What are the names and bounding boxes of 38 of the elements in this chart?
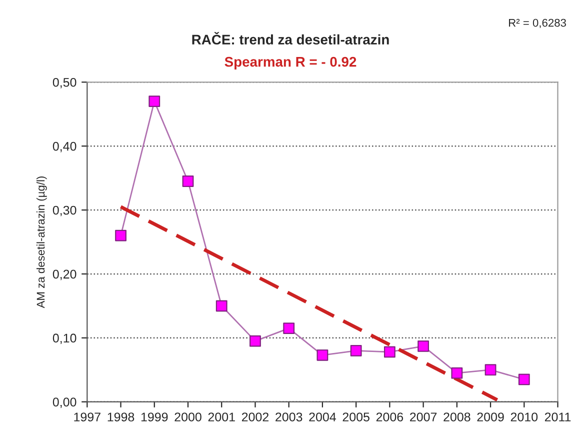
- x-tick-label: 1998: [108, 412, 134, 422]
- point: [250, 335, 261, 347]
- x-tick-label: 2004: [309, 412, 336, 422]
- x-tick-label: 2002: [242, 412, 269, 422]
- x-tick-label: 2009: [477, 412, 504, 422]
- x-tick-label: 2001: [208, 412, 235, 422]
- point: [484, 364, 496, 376]
- point: [283, 322, 295, 334]
- point: [316, 349, 328, 361]
- y-tick-label: 0,40: [52, 142, 76, 152]
- x-tick-label: 2000: [174, 412, 202, 422]
- point: [418, 340, 430, 352]
- text: R² = 0,6283: [509, 18, 566, 28]
- x-tick-label: 1997: [74, 412, 100, 422]
- point: [451, 367, 463, 379]
- x-tick-label: 2010: [510, 412, 538, 422]
- y-tick-label: 0,00: [52, 398, 76, 408]
- y-tick-label: 0,30: [52, 206, 76, 216]
- point: [518, 374, 530, 386]
- y-tick-label: 0,10: [52, 334, 76, 344]
- point: [115, 230, 126, 242]
- x-tick-label: 2007: [410, 412, 437, 422]
- point: [148, 96, 160, 108]
- y-axis-title: AM za desetil-atrazin (µg/l): [36, 176, 47, 308]
- point: [350, 344, 362, 356]
- x-tick-label: 2008: [444, 412, 470, 422]
- y-tick-label: 0,50: [52, 78, 76, 88]
- x-tick-label: 2006: [376, 412, 404, 422]
- x-tick-label: 2003: [276, 412, 302, 422]
- x-tick-label: 2011: [544, 412, 571, 422]
- point: [216, 300, 228, 312]
- x-tick-label: 1999: [141, 412, 168, 422]
- chart-subtitle: Spearman R = - 0.92: [224, 56, 356, 70]
- chart-title: RAČE: trend za desetil-atrazin: [192, 32, 389, 45]
- point: [182, 176, 194, 187]
- y-tick-label: 0,20: [52, 270, 76, 280]
- point: [384, 346, 396, 358]
- x-tick-label: 2005: [342, 412, 370, 422]
